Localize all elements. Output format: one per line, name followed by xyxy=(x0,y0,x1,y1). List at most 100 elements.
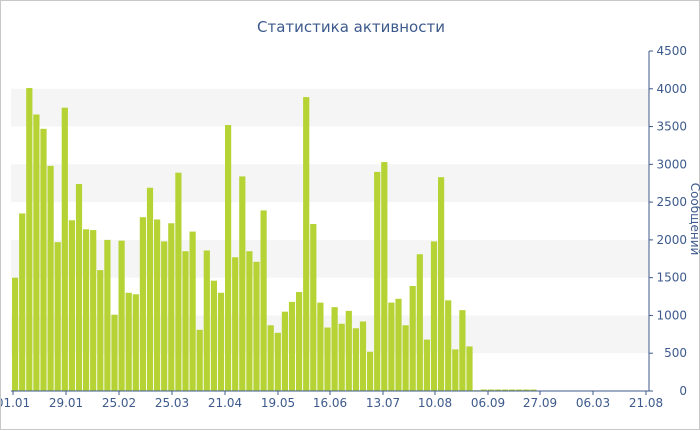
grid-band xyxy=(11,164,649,203)
bar xyxy=(253,261,260,391)
x-tick-label: 29.01 xyxy=(49,396,83,410)
grid-band xyxy=(11,88,649,127)
bar xyxy=(466,346,473,391)
bar xyxy=(423,339,430,391)
chart-title: Статистика активности xyxy=(257,18,445,36)
bar xyxy=(132,294,139,391)
bar xyxy=(530,389,537,391)
bar xyxy=(68,220,75,391)
bar xyxy=(239,176,246,391)
x-axis-ticks: 01.01 29.01 25.02 25.03 21.04 19.05 16.06 13.07… xyxy=(1,391,663,410)
bar xyxy=(523,389,530,391)
bar xyxy=(388,302,395,391)
bar xyxy=(409,285,416,391)
bar xyxy=(274,332,281,391)
bar xyxy=(359,321,367,391)
bar xyxy=(381,162,388,391)
bar xyxy=(196,329,203,391)
x-tick-label: 25.02 xyxy=(102,396,136,410)
bar xyxy=(146,187,154,391)
x-tick-label: 16.06 xyxy=(313,396,347,410)
bar xyxy=(182,251,189,391)
bar xyxy=(288,301,296,391)
bar xyxy=(331,307,338,391)
bar xyxy=(345,310,352,391)
bar xyxy=(232,257,239,391)
bar xyxy=(374,171,381,391)
x-tick-label: 27.09 xyxy=(523,396,557,410)
x-tick-label: 06.09 xyxy=(471,396,505,410)
bar xyxy=(104,239,111,391)
bar xyxy=(154,219,161,391)
bar xyxy=(501,389,509,391)
bar xyxy=(303,97,310,391)
bar xyxy=(161,241,168,391)
bar xyxy=(175,172,182,391)
bar xyxy=(12,277,19,391)
bar xyxy=(367,351,374,391)
bar xyxy=(125,292,132,391)
bar xyxy=(260,210,267,391)
bar xyxy=(438,177,445,391)
bar-series xyxy=(12,88,537,392)
bar xyxy=(33,114,40,391)
bar xyxy=(111,314,118,391)
bar xyxy=(189,231,196,391)
bar xyxy=(317,302,324,391)
bar xyxy=(480,389,487,391)
bar xyxy=(225,125,232,391)
y-tick-label: 2500 xyxy=(656,195,687,209)
bar xyxy=(487,389,494,391)
bar xyxy=(352,328,359,391)
bar xyxy=(494,389,501,391)
x-tick-label: 06.03 xyxy=(576,396,610,410)
bar xyxy=(26,88,33,392)
grid-band xyxy=(11,239,649,278)
bar xyxy=(54,242,61,391)
bar xyxy=(509,389,516,391)
bar xyxy=(203,250,210,391)
bar xyxy=(40,128,47,391)
x-tick-label: 21.04 xyxy=(208,396,242,410)
bar xyxy=(281,311,288,391)
bar xyxy=(19,213,26,391)
y-tick-label: 4500 xyxy=(656,44,687,58)
bar xyxy=(452,349,459,391)
bar xyxy=(459,310,466,391)
x-tick-label: 21.08 xyxy=(629,396,663,410)
bar xyxy=(139,217,146,391)
bar xyxy=(296,292,303,391)
bar xyxy=(61,107,68,392)
bar xyxy=(210,280,217,391)
x-tick-label: 25.03 xyxy=(155,396,189,410)
x-tick-label: 13.07 xyxy=(366,396,400,410)
bar xyxy=(90,230,97,391)
bar xyxy=(516,389,523,391)
bar xyxy=(97,270,104,391)
bar xyxy=(310,224,317,391)
bar xyxy=(217,292,225,391)
y-tick-label: 500 xyxy=(664,346,687,360)
y-tick-label: 1500 xyxy=(656,271,687,285)
bar xyxy=(338,323,345,391)
bar xyxy=(395,298,402,391)
y-tick-label: 2000 xyxy=(656,233,687,247)
y-tick-label: 4000 xyxy=(656,82,687,96)
grid-bands xyxy=(11,88,649,354)
x-tick-label: 19.05 xyxy=(261,396,295,410)
y-axis-ticks: 0 500 1000 1500 2000 2500 3000 3500 4000 4500 xyxy=(649,44,687,398)
bar xyxy=(75,183,83,391)
y-tick-label: 1000 xyxy=(656,308,687,322)
y-tick-label: 3500 xyxy=(656,120,687,134)
bar xyxy=(402,325,409,391)
bar xyxy=(168,223,175,391)
y-axis-label: Сообщений xyxy=(688,183,700,256)
bar xyxy=(430,241,438,391)
bar xyxy=(445,300,452,391)
y-tick-label: 3000 xyxy=(656,157,687,171)
bar xyxy=(324,327,331,391)
bar xyxy=(47,165,54,391)
x-tick-label: 01.01 xyxy=(1,396,30,410)
